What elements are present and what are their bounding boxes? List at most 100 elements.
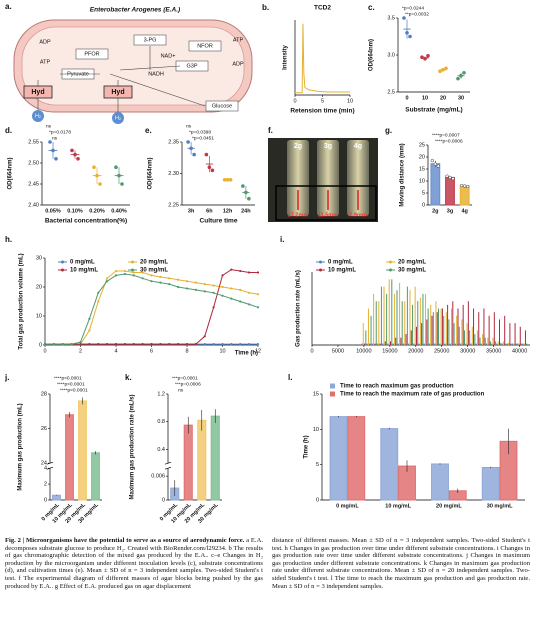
caption-left: Fig. 2 | Microorganisms have the potenti… <box>5 537 263 590</box>
node-label: ATP <box>233 37 244 43</box>
marker <box>114 269 118 273</box>
annotation: ****p=0.0006 <box>435 138 463 144</box>
x-axis-label: Time (h) <box>235 351 258 357</box>
marker <box>106 277 109 280</box>
marker <box>177 285 180 289</box>
annotation: ****p<0.0001 <box>60 387 88 393</box>
marker <box>123 269 126 273</box>
marker <box>221 343 224 346</box>
x-tick-label: 25000 <box>434 348 449 354</box>
x-tick-label: 4g <box>461 208 467 214</box>
tube <box>287 140 309 216</box>
bar <box>481 466 500 501</box>
marker <box>248 291 251 294</box>
distance-label: 17.2mm <box>288 212 309 218</box>
y-tick-label: 0 <box>316 497 319 503</box>
annotation: ns <box>46 124 52 129</box>
y-tick-label: 0.006 <box>151 474 165 480</box>
marker <box>256 271 260 274</box>
legend-label: 30 mg/mL <box>140 268 168 274</box>
legend-swatch <box>330 391 335 397</box>
annotation: ****p<0.0001 <box>54 375 82 381</box>
node-label: H₂ <box>35 113 41 119</box>
x-tick-label: 3g <box>447 208 453 214</box>
point <box>92 165 96 169</box>
marker <box>97 343 100 346</box>
marker <box>79 343 82 346</box>
marker <box>88 343 91 346</box>
marker <box>212 291 215 294</box>
y-tick-label: 5 <box>316 462 319 468</box>
marker <box>97 300 100 303</box>
y-tick-label: 26 <box>41 426 47 432</box>
legend-swatch <box>61 260 64 264</box>
y-tick-label: 0 <box>422 202 425 208</box>
x-tick-label: 5 <box>321 98 324 104</box>
x-tick-label: 30 mg/mL <box>487 503 513 509</box>
marker <box>230 268 233 271</box>
marker <box>230 343 233 346</box>
y-axis-label: OD(664nm) <box>148 157 154 189</box>
y-tick-label: 2.55 <box>28 139 39 145</box>
point <box>244 190 248 195</box>
panel-label: e. <box>145 126 152 135</box>
photo-frame <box>275 185 377 221</box>
bar <box>459 185 470 206</box>
x-tick-label: 20 mg/mL <box>436 503 462 509</box>
y-tick-label: 15 <box>313 391 319 397</box>
legend-label: 10 mg/mL <box>70 268 98 274</box>
annotation: ***p=0.0001 <box>172 375 198 381</box>
x-tick-label: 12h <box>223 208 233 214</box>
marker <box>203 335 206 338</box>
bar <box>91 452 100 501</box>
bar <box>65 414 74 501</box>
x-tick-label: 10 <box>422 95 428 101</box>
y-axis-label: Maximum gas production (mL) <box>18 403 24 490</box>
marker <box>256 343 260 346</box>
annotation: ns <box>52 136 58 141</box>
tube-label: 3g <box>324 143 332 150</box>
y-axis-label: Time (h) <box>304 435 310 458</box>
x-tick-label: 0.20% <box>89 208 105 214</box>
y-tick-label: 20 <box>36 284 42 290</box>
legend-label: 10 mg/mL <box>328 268 356 274</box>
y-tick-label: 2.35 <box>168 139 179 145</box>
x-axis-label: Retension time (min) <box>290 108 354 115</box>
point <box>73 152 77 157</box>
x-tick-label: 10 <box>347 98 353 104</box>
x-tick-label: 0.40% <box>111 208 127 214</box>
x-axis-label: Bacterial concentration(%) <box>45 218 127 225</box>
marker <box>150 280 153 283</box>
node-label: Hyd <box>111 89 124 96</box>
axis-break <box>164 461 172 465</box>
x-tick-label: 2g <box>432 208 438 214</box>
y-axis-label: OD(664nm) <box>8 157 14 189</box>
marker <box>52 343 55 346</box>
point <box>466 184 470 189</box>
point <box>420 55 424 60</box>
point <box>207 165 212 169</box>
y-tick-label: 10 <box>313 427 319 433</box>
x-tick-label: 20 <box>440 95 446 101</box>
bar <box>183 424 193 501</box>
y-tick-label: 3.0 <box>387 52 395 58</box>
point <box>426 53 430 58</box>
marker <box>194 281 197 284</box>
point <box>186 140 190 144</box>
point <box>222 178 227 182</box>
x-tick-label: 30 <box>458 95 464 101</box>
x-tick-label: 0.05% <box>45 208 61 214</box>
marker <box>43 343 47 346</box>
tube-label: 2g <box>294 143 302 150</box>
legend-swatch <box>330 383 335 389</box>
marker <box>212 306 215 309</box>
node-box <box>205 100 239 112</box>
arrow <box>109 73 206 107</box>
point <box>402 16 406 20</box>
x-tick-label: 10 mg/mL <box>385 503 411 509</box>
y-tick-label: 0.4 <box>157 447 165 453</box>
point <box>441 68 445 72</box>
annotation: *p=0.0398 <box>189 129 211 135</box>
node-box <box>188 40 222 52</box>
